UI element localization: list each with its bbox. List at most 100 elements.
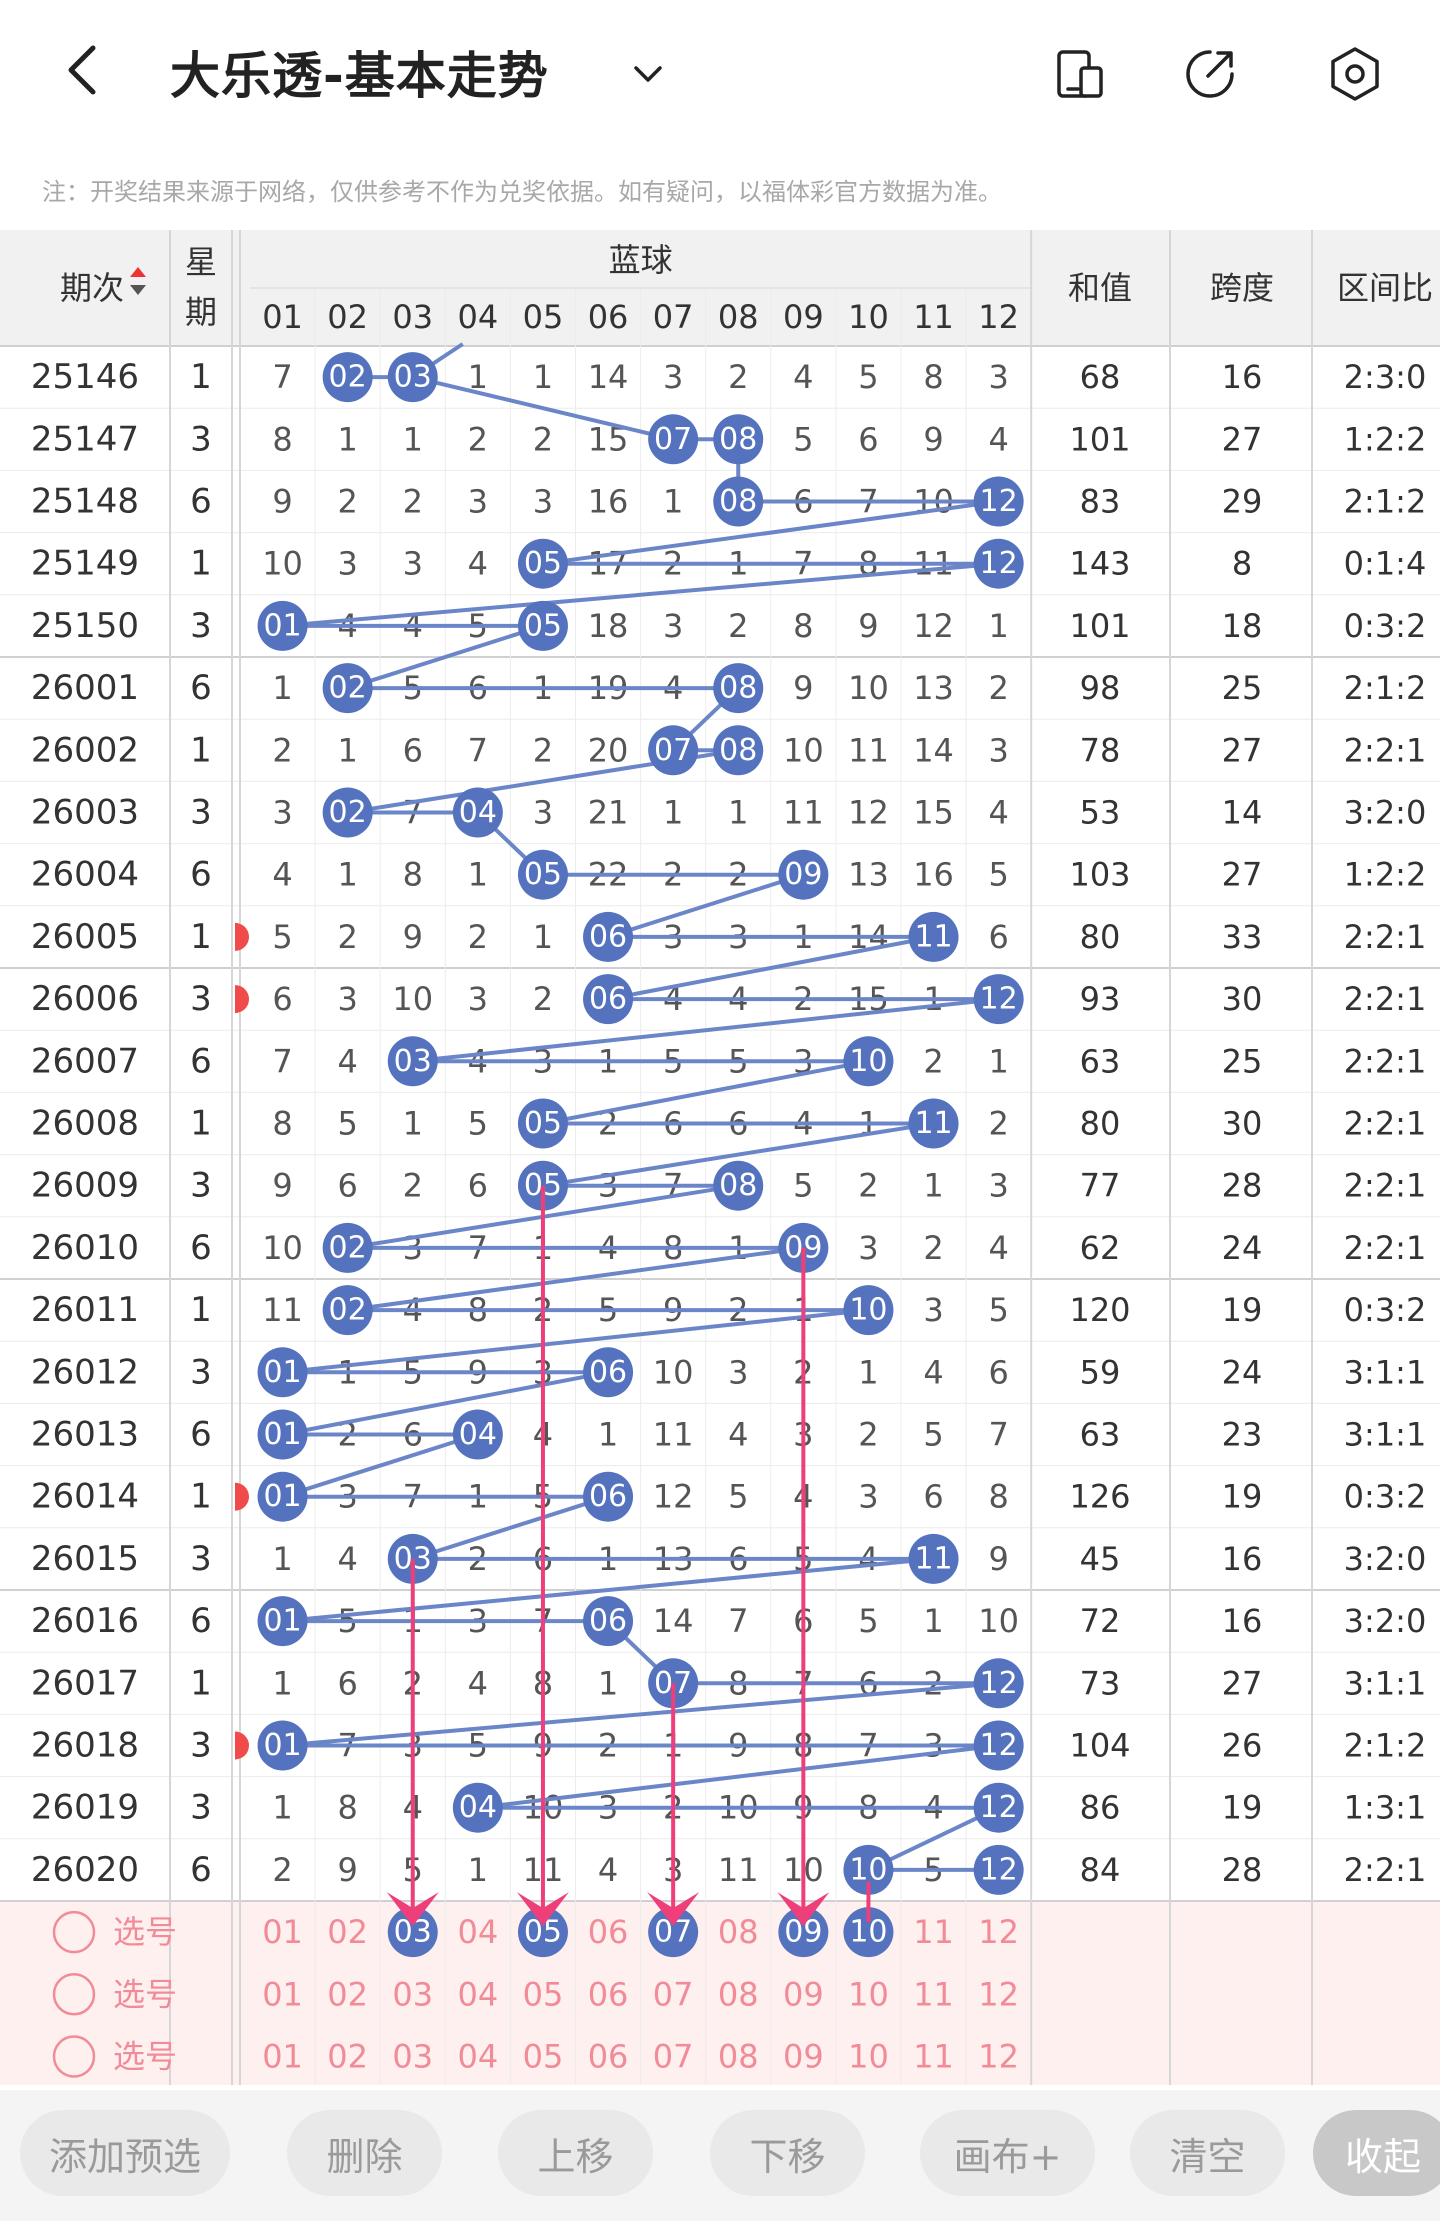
hit-ball [322,787,373,838]
move-up-button[interactable]: 上移 [498,2110,653,2196]
miss-count: 3 [663,607,683,645]
miss-count: 2 [337,483,357,521]
miss-count: 6 [468,1167,488,1205]
issue-number: 25150 [31,606,139,646]
weekday: 3 [190,1726,212,1766]
issue-number: 26016 [31,1601,139,1641]
hit-ball-number: 01 [263,1479,301,1514]
weekday: 3 [190,419,212,459]
miss-count: 1 [403,420,423,458]
page-title[interactable]: 大乐透-基本走势 [170,47,549,105]
ratio-value: 2:2:1 [1344,1229,1427,1267]
hit-ball-number: 12 [980,484,1018,519]
hit-ball-number: 06 [589,1604,627,1639]
span-value: 27 [1222,1664,1263,1702]
pick-radio [52,1910,96,1954]
hit-ball [908,1533,959,1584]
miss-count: 21 [588,794,629,832]
trend-line [347,623,544,691]
hit-ball-number: 03 [394,1044,432,1079]
trend-line [282,1556,934,1624]
span-value: 29 [1222,483,1263,521]
miss-count: 18 [588,607,629,645]
pick-number: 12 [978,1913,1019,1951]
miss-count: 1 [337,731,357,769]
weekday: 3 [190,1788,212,1828]
issue-number: 26002 [31,730,139,770]
miss-count: 9 [272,1167,292,1205]
miss-count: 9 [403,918,423,956]
hit-ball-number: 02 [329,795,367,830]
pick-number: 05 [523,1975,564,2013]
hit-ball-number: 06 [589,919,627,954]
selected-ball [387,1907,438,1958]
hit-ball [257,1720,308,1771]
header-blue-ball: 蓝球 [609,241,673,279]
sum-value: 59 [1080,1353,1121,1391]
miss-count: 13 [913,669,954,707]
collapse-button[interactable]: 收起 [1313,2110,1440,2196]
miss-count: 7 [272,1042,292,1080]
ratio-value: 3:2:0 [1344,1540,1427,1578]
ratio-value: 2:3:0 [1344,358,1427,396]
miss-count: 5 [728,1478,748,1516]
miss-count: 2 [533,731,553,769]
canvas-plus-button[interactable]: 画布+ [920,2110,1095,2196]
delete-button[interactable]: 删除 [287,2110,442,2196]
move-down-button[interactable]: 下移 [710,2110,865,2196]
miss-count: 7 [988,1416,1008,1454]
row-marker [235,985,250,1014]
hit-ball [713,725,764,776]
miss-count: 3 [468,980,488,1018]
span-value: 26 [1222,1727,1263,1765]
ratio-value: 2:1:2 [1344,1727,1427,1765]
miss-count: 3 [403,545,423,583]
miss-count: 6 [337,1167,357,1205]
chevron-down-icon[interactable] [630,56,666,92]
miss-count: 4 [988,794,1008,832]
trend-line [607,934,934,1002]
pick-number: 03 [392,2038,433,2076]
header-number-02: 02 [327,298,368,336]
hit-ball [973,476,1024,527]
phone-icon[interactable] [1050,44,1110,104]
ratio-value: 3:1:1 [1344,1664,1427,1702]
selected-ball [843,1907,894,1958]
ratio-value: 2:2:1 [1344,918,1427,956]
miss-count: 4 [988,420,1008,458]
back-icon[interactable] [55,40,115,100]
add-preselect-button[interactable]: 添加预选 [20,2110,230,2196]
settings-icon[interactable] [1325,44,1385,104]
sum-value: 86 [1080,1789,1121,1827]
hit-ball-number: 05 [524,857,562,892]
weekday: 1 [190,1104,212,1144]
miss-count: 4 [598,1851,618,1889]
trend-lines [281,342,1000,1872]
header-number-08: 08 [718,298,759,336]
weekday: 3 [190,979,212,1019]
trend-line [282,1308,869,1375]
weekday: 3 [190,1352,212,1392]
hit-ball-number: 06 [589,1355,627,1390]
miss-count: 1 [598,1664,618,1702]
header-number-04: 04 [457,298,498,336]
issue-number: 26005 [31,917,139,957]
clear-button[interactable]: 清空 [1130,2110,1285,2196]
miss-count: 14 [588,358,629,396]
hit-ball-number: 02 [329,1230,367,1265]
hit-ball [517,1098,568,1149]
hit-ball-number: 11 [914,1541,952,1576]
span-value: 19 [1222,1291,1263,1329]
issue-number: 26004 [31,855,139,895]
miss-count: 2 [858,1416,878,1454]
row-marker [235,1731,250,1760]
external-link-icon[interactable] [1180,44,1240,104]
weekday: 6 [190,855,212,895]
weekday: 6 [190,1415,212,1455]
pick-number: 11 [913,1913,954,1951]
hit-ball-number: 01 [263,1728,301,1763]
pick-number: 11 [913,2038,954,2076]
sum-value: 73 [1080,1664,1121,1702]
pick-number: 11 [913,1975,954,2013]
hit-ball [648,414,699,465]
